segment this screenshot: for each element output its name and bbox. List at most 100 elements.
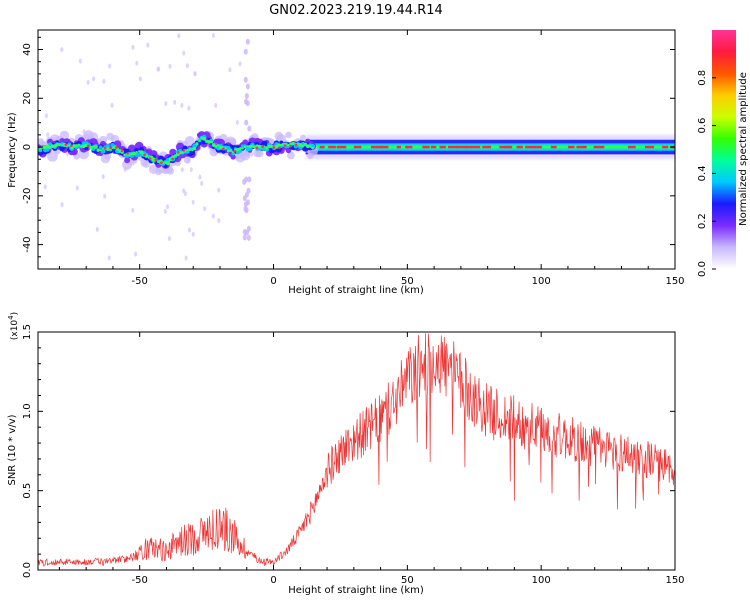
- spectral-blob: [151, 157, 156, 162]
- noise-speck: [101, 174, 105, 180]
- spectral-peak: [160, 161, 163, 164]
- noise-speck: [95, 226, 99, 232]
- spectral-blob: [303, 142, 308, 147]
- colorbar-tick-label: 0.2: [697, 213, 708, 229]
- spectral-peak: [294, 143, 298, 147]
- snr-plot-area: [38, 332, 675, 570]
- spectrogram-y-tick-label: 20: [22, 92, 33, 105]
- ridge-peak-mark: [448, 145, 458, 149]
- streak-speck: [242, 195, 247, 202]
- ridge-peak-mark: [525, 145, 535, 149]
- spectral-blob: [80, 145, 83, 148]
- spectral-peak: [176, 151, 180, 154]
- spectral-blob: [241, 147, 244, 150]
- snr-y-tick-label: 1.5: [22, 324, 33, 340]
- spectral-blob: [38, 148, 43, 153]
- spectrogram-panel: -50 0 50 100 150 -40 -20 0 20 40 Height of strai…: [7, 29, 685, 296]
- noise-speck: [60, 202, 64, 208]
- spectral-blob: [250, 144, 254, 148]
- noise-speck: [44, 113, 48, 119]
- streak-speck: [242, 228, 247, 235]
- spectral-peak: [64, 143, 68, 146]
- ridge-peak-mark: [430, 145, 437, 149]
- ridge-peak-mark: [405, 145, 413, 149]
- spectral-blob: [238, 149, 243, 153]
- spectral-blob: [132, 152, 136, 156]
- noise-speck: [110, 103, 114, 109]
- spectral-blob: [287, 144, 290, 147]
- streak-speck: [245, 100, 250, 107]
- spectral-blob: [198, 139, 201, 142]
- spectral-blob: [308, 145, 312, 148]
- spectral-blob: [94, 145, 98, 149]
- spectral-blob: [210, 140, 213, 144]
- noise-speck: [131, 44, 135, 50]
- noise-speck: [146, 42, 150, 48]
- spectral-blob: [246, 145, 249, 148]
- spectral-peak: [233, 149, 236, 153]
- spectral-blob: [195, 142, 199, 146]
- snr-scale-label: (x104): [7, 312, 20, 340]
- ridge-peak-mark: [336, 145, 347, 149]
- spectral-blob: [311, 146, 314, 150]
- spectral-blob: [75, 144, 78, 147]
- spectral-blob: [45, 144, 50, 149]
- snr-x-axis-label: Height of straight line (km): [288, 585, 424, 596]
- spectral-blob: [96, 148, 100, 152]
- spectrogram-y-tick-label: 40: [22, 43, 33, 56]
- spectral-peak: [115, 146, 118, 149]
- streak-speck: [244, 119, 249, 126]
- spectrogram-x-tick-label: 0: [270, 276, 276, 287]
- noise-speck: [187, 105, 191, 111]
- spectral-blob: [68, 144, 71, 147]
- noise-speck: [46, 132, 50, 138]
- spectral-blob: [39, 147, 42, 150]
- spectral-blob: [105, 144, 110, 148]
- spectral-blob: [255, 149, 264, 158]
- ridge-peak-mark: [328, 145, 336, 149]
- spectral-peak: [126, 152, 129, 155]
- noise-speck: [168, 236, 172, 242]
- spectral-blob: [139, 150, 144, 155]
- noise-speck: [217, 187, 221, 193]
- colorbar-gradient: [712, 30, 736, 269]
- streak-speck: [243, 76, 248, 83]
- spectral-blob: [101, 147, 105, 150]
- spectral-peak: [148, 157, 152, 160]
- spectrogram-frame: [37, 29, 676, 270]
- spectral-blob: [84, 143, 88, 148]
- spectral-blob: [118, 149, 122, 153]
- noise-speck: [180, 167, 184, 173]
- noise-speck: [177, 33, 181, 39]
- noise-speck: [102, 78, 106, 84]
- streak-speck: [243, 205, 248, 212]
- spectral-peak: [272, 146, 276, 149]
- colorbar-tick-label: 0.4: [697, 165, 708, 181]
- spectral-blob: [45, 147, 50, 152]
- spectral-blob: [188, 148, 192, 152]
- spectral-blob: [289, 142, 293, 145]
- spectral-blob: [58, 143, 61, 146]
- streak-speck: [247, 125, 252, 132]
- spectral-blob: [111, 146, 114, 149]
- ridge-peak-mark: [576, 145, 587, 149]
- spectral-peak: [109, 146, 113, 150]
- streak-speck: [245, 38, 250, 45]
- spectral-blob: [130, 152, 134, 156]
- spectrogram-x-tick-label: 150: [665, 276, 684, 287]
- spectral-blob: [98, 145, 103, 149]
- spectral-blob: [135, 150, 138, 154]
- snr-y-tick-label: 0.0: [22, 562, 33, 578]
- snr-y-tick-label: 1.0: [22, 403, 33, 419]
- colorbar-tick-label: 0.8: [697, 70, 708, 86]
- spectral-blob: [236, 147, 240, 152]
- noise-speck: [173, 99, 177, 105]
- spectral-blob: [157, 160, 160, 164]
- ridge-peak-mark: [482, 145, 492, 149]
- spectral-blob: [215, 145, 218, 148]
- spectral-blob: [226, 149, 230, 153]
- spectral-blob: [178, 148, 182, 153]
- noise-speck: [182, 50, 186, 56]
- snr-y-tick-label: 0.5: [22, 483, 33, 499]
